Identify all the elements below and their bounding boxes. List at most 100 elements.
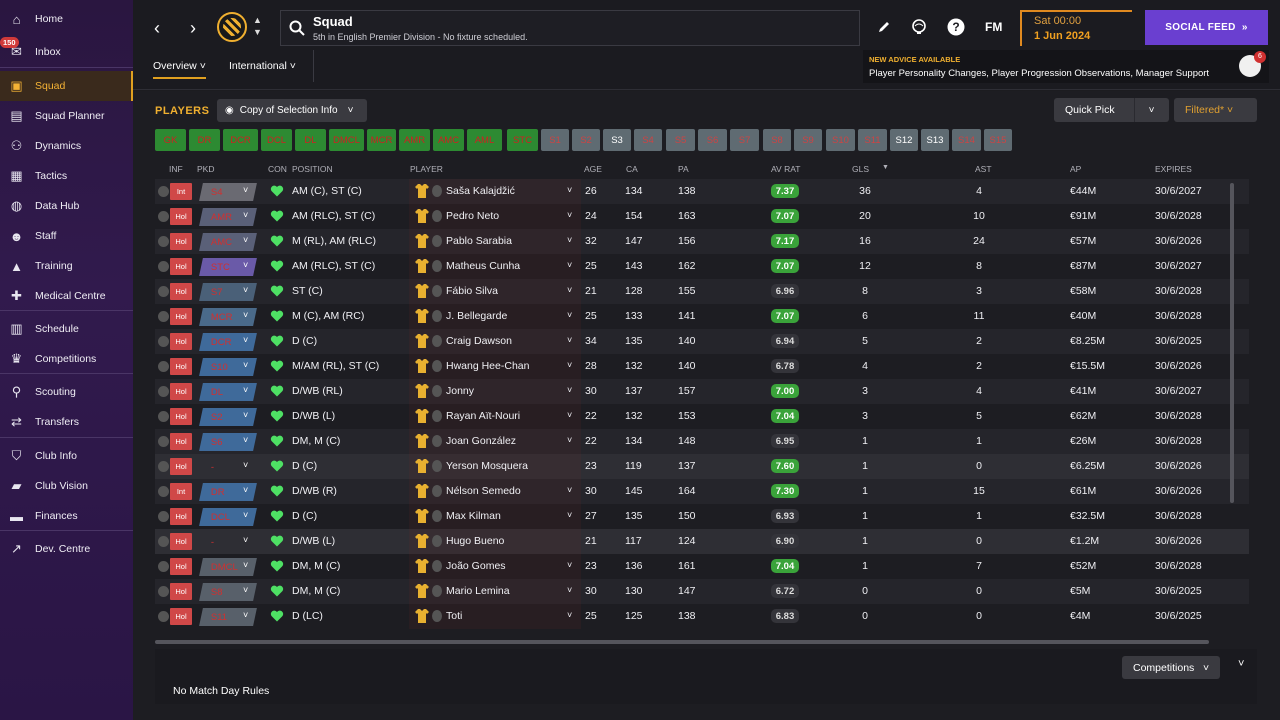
table-row[interactable]: Hol S2 ˅ D/WB (L) Rayan Aït-Nouri ˅ 22 132 153 7.… (155, 404, 1249, 429)
quick-pick-button[interactable]: Quick Pick (1054, 98, 1169, 122)
position-filter-s15[interactable]: S15 (984, 129, 1012, 151)
chevron-down-icon[interactable]: ˅ (567, 610, 573, 620)
position-filter-s14[interactable]: S14 (952, 129, 981, 151)
position-filter-dcr[interactable]: DCR (223, 129, 258, 151)
table-row[interactable]: Hol DCR ˅ D (C) Craig Dawson ˅ 34 135 140 6.94 5 2 €… (155, 329, 1249, 354)
player-name-link[interactable]: Hwang Hee-Chan (446, 360, 530, 372)
sidebar-item-transfers[interactable]: ⇄ Transfers (0, 407, 133, 437)
filter-button[interactable]: Filtered* ˅ (1174, 98, 1257, 122)
position-filter-s2[interactable]: S2 (572, 129, 600, 151)
chevron-down-icon[interactable]: ˅ (567, 360, 573, 370)
player-name-link[interactable]: Nélson Semedo (446, 485, 521, 497)
row-select-checkbox[interactable] (158, 536, 169, 547)
player-name-link[interactable]: Craig Dawson (446, 335, 512, 347)
sidebar-item-training[interactable]: ▲ Training (0, 251, 133, 281)
position-filter-s8[interactable]: S8 (763, 129, 791, 151)
player-name-link[interactable]: J. Bellegarde (446, 310, 508, 322)
sidebar-item-scouting[interactable]: ⚲ Scouting (0, 377, 133, 407)
position-filter-dcl[interactable]: DCL (261, 129, 292, 151)
collapse-chevron-icon[interactable]: ˅ (1238, 658, 1245, 670)
vertical-scrollbar[interactable] (1230, 183, 1234, 503)
column-header-pkd[interactable]: PKD (197, 164, 215, 174)
column-header-ca[interactable]: CA (626, 164, 638, 174)
sidebar-item-inbox[interactable]: ✉ Inbox (0, 37, 133, 67)
quick-pick-dropdown-icon[interactable]: ˅ (1134, 98, 1168, 122)
chevron-down-icon[interactable]: ˅ (567, 410, 573, 420)
table-row[interactable]: Hol S8 ˅ DM, M (C) Mario Lemina ˅ 30 130 147 6.72… (155, 579, 1249, 604)
table-row[interactable]: Hol - ˅ D (C) Yerson Mosquera 23 119 137 7.60 1 0 €… (155, 454, 1249, 479)
chevron-down-icon[interactable]: ˅ (567, 335, 573, 345)
position-filter-stc[interactable]: STC (507, 129, 538, 151)
column-header-pa[interactable]: PA (678, 164, 689, 174)
sidebar-item-tactics[interactable]: ▦ Tactics (0, 161, 133, 191)
position-filter-s7[interactable]: S7 (730, 129, 759, 151)
table-row[interactable]: Hol DMCL ˅ DM, M (C) João Gomes ˅ 23 136 161 7.04… (155, 554, 1249, 579)
position-filter-s1[interactable]: S1 (541, 129, 569, 151)
up-down-arrows-icon[interactable]: ▲ ▼ (253, 15, 262, 37)
position-filter-s9[interactable]: S9 (794, 129, 822, 151)
column-header-con[interactable]: CON (268, 164, 287, 174)
advice-panel[interactable]: NEW ADVICE AVAILABLE Player Personality … (863, 50, 1269, 83)
row-select-checkbox[interactable] (158, 286, 169, 297)
fm-logo[interactable]: FM (985, 20, 1003, 34)
column-header-player[interactable]: PLAYER (410, 164, 443, 174)
sidebar-item-home[interactable]: ⌂ Home (0, 4, 133, 34)
row-select-checkbox[interactable] (158, 511, 169, 522)
sidebar-item-club-vision[interactable]: ▰ Club Vision (0, 471, 133, 501)
sidebar-item-dev-centre[interactable]: ↗ Dev. Centre (0, 534, 133, 564)
position-filter-amr[interactable]: AMR (399, 129, 430, 151)
chevron-down-icon[interactable]: ˅ (567, 260, 573, 270)
table-row[interactable]: Hol S7 ˅ ST (C) Fábio Silva ˅ 21 128 155 6.96 8 3 €5… (155, 279, 1249, 304)
chevron-down-icon[interactable]: ˅ (567, 185, 573, 195)
sidebar-item-finances[interactable]: ▬ Finances (0, 501, 133, 531)
column-header-position[interactable]: POSITION (292, 164, 333, 174)
chevron-down-icon[interactable]: ˅ (567, 285, 573, 295)
row-select-checkbox[interactable] (158, 561, 169, 572)
sidebar-item-competitions[interactable]: ♛ Competitions (0, 344, 133, 374)
player-name-link[interactable]: João Gomes (446, 560, 506, 572)
tab-overview[interactable]: Overview ˅ (153, 60, 206, 79)
row-select-checkbox[interactable] (158, 586, 169, 597)
row-select-checkbox[interactable] (158, 361, 169, 372)
chevron-down-icon[interactable]: ˅ (567, 210, 573, 220)
row-select-checkbox[interactable] (158, 311, 169, 322)
chevron-down-icon[interactable]: ˅ (567, 310, 573, 320)
row-select-checkbox[interactable] (158, 261, 169, 272)
sidebar-item-staff[interactable]: ☻ Staff (0, 221, 133, 251)
player-name-link[interactable]: Matheus Cunha (446, 260, 521, 272)
player-name-link[interactable]: Yerson Mosquera (446, 460, 528, 472)
position-filter-dl[interactable]: DL (295, 129, 326, 151)
sidebar-item-medical-centre[interactable]: ✚ Medical Centre (0, 281, 133, 311)
sidebar-item-squad-planner[interactable]: ▤ Squad Planner (0, 101, 133, 131)
position-filter-s4[interactable]: S4 (634, 129, 662, 151)
position-filter-aml[interactable]: AML (467, 129, 502, 151)
table-row[interactable]: Hol AMR ˅ AM (RLC), ST (C) Pedro Neto ˅ 24 154 1… (155, 204, 1249, 229)
pen-icon[interactable] (875, 18, 893, 36)
globe-icon[interactable] (910, 18, 928, 36)
position-filter-s5[interactable]: S5 (666, 129, 695, 151)
row-select-checkbox[interactable] (158, 436, 169, 447)
chevron-down-icon[interactable]: ˅ (567, 435, 573, 445)
chevron-down-icon[interactable]: ˅ (567, 560, 573, 570)
help-icon[interactable]: ? (947, 18, 965, 36)
chevron-down-icon[interactable]: ˅ (567, 585, 573, 595)
column-header-inf[interactable]: INF (169, 164, 183, 174)
table-row[interactable]: Hol DL ˅ D/WB (RL) Jonny ˅ 30 137 157 7.00 3 4 €41M 3… (155, 379, 1249, 404)
position-filter-dr[interactable]: DR (189, 129, 220, 151)
position-filter-amc[interactable]: AMC (433, 129, 464, 151)
chevron-down-icon[interactable]: ˅ (567, 510, 573, 520)
player-name-link[interactable]: Max Kilman (446, 510, 501, 522)
sidebar-item-dynamics[interactable]: ⚇ Dynamics (0, 131, 133, 161)
chevron-down-icon[interactable]: ˅ (567, 485, 573, 495)
player-name-link[interactable]: Rayan Aït-Nouri (446, 410, 521, 422)
row-select-checkbox[interactable] (158, 211, 169, 222)
table-row[interactable]: Hol - ˅ D/WB (L) Hugo Bueno 21 117 124 6.90 1 0 €1.… (155, 529, 1249, 554)
position-filter-gk[interactable]: GK (155, 129, 186, 151)
chevron-down-icon[interactable]: ˅ (567, 235, 573, 245)
row-select-checkbox[interactable] (158, 486, 169, 497)
player-name-link[interactable]: Jonny (446, 385, 475, 397)
competitions-dropdown[interactable]: Competitions ˅ (1122, 656, 1220, 679)
position-filter-s3[interactable]: S3 (603, 129, 631, 151)
position-filter-s11[interactable]: S11 (858, 129, 887, 151)
position-filter-s10[interactable]: S10 (826, 129, 855, 151)
